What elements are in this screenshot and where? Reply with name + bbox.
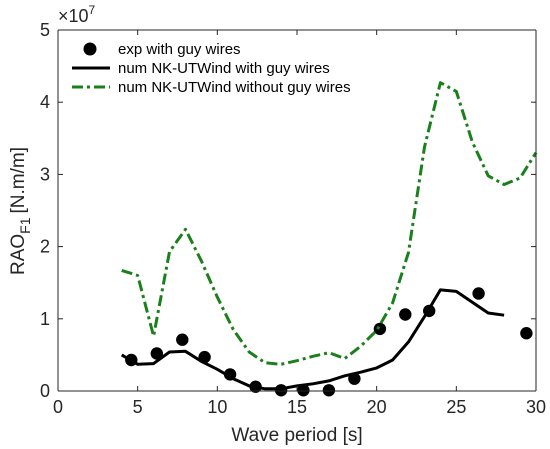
y-exponent-label: ×107 — [58, 3, 96, 26]
legend-box — [66, 36, 356, 100]
y-tick-label-2: 2 — [40, 237, 50, 257]
legend: exp with guy wires num NK-UTWind with gu… — [66, 36, 356, 100]
x-tick-label-5: 25 — [446, 397, 466, 417]
y-axis-label: RAOF1 [N.m/m] — [8, 147, 33, 275]
x-tick-label-1: 5 — [133, 397, 143, 417]
series-0-point-10 — [373, 322, 387, 336]
legend-label-exp: exp with guy wires — [118, 41, 241, 58]
legend-item-num-without: num NK-UTWind without guy wires — [72, 79, 351, 96]
y-tick-label-0: 0 — [40, 381, 50, 401]
x-tick-label-6: 30 — [526, 397, 546, 417]
series-0-point-13 — [472, 287, 485, 300]
y-exponent-power: 7 — [89, 3, 96, 17]
legend-marker-exp — [83, 42, 97, 56]
y-axis-label-main: RAO — [8, 234, 29, 275]
legend-label-num-with: num NK-UTWind with guy wires — [118, 60, 330, 77]
x-axis-label: Wave period [s] — [231, 425, 362, 446]
x-tick-label-0: 0 — [53, 397, 63, 417]
axes-layer — [57, 29, 537, 392]
series-0-point-1 — [150, 347, 163, 360]
series-0-point-7 — [297, 384, 310, 397]
series-2-line — [121, 81, 538, 366]
series-0-point-2 — [176, 333, 189, 346]
legend-item-num-with: num NK-UTWind with guy wires — [72, 60, 330, 77]
legend-item-exp: exp with guy wires — [83, 41, 241, 58]
x-tick-label-4: 20 — [367, 397, 387, 417]
tick-label-layer: 0 5 10 15 20 25 30 0 1 2 3 4 5 — [40, 20, 546, 417]
series-0-point-11 — [399, 308, 412, 321]
y-exponent-base: ×10 — [58, 6, 89, 26]
x-tick-label-3: 15 — [287, 397, 307, 417]
series-0-point-8 — [322, 384, 336, 397]
y-tick-label-5: 5 — [40, 20, 50, 40]
x-tick-label-2: 10 — [207, 397, 227, 417]
series-layer — [120, 81, 538, 397]
series-0-point-14 — [520, 327, 533, 340]
legend-label-num-without: num NK-UTWind without guy wires — [118, 79, 351, 96]
y-tick-label-3: 3 — [40, 164, 50, 184]
y-tick-label-1: 1 — [40, 309, 50, 329]
series-1-line — [120, 288, 505, 391]
y-axis-label-unit: [N.m/m] — [8, 147, 29, 214]
y-axis-label-subscript: F1 — [17, 217, 33, 234]
y-tick-label-4: 4 — [40, 92, 50, 112]
